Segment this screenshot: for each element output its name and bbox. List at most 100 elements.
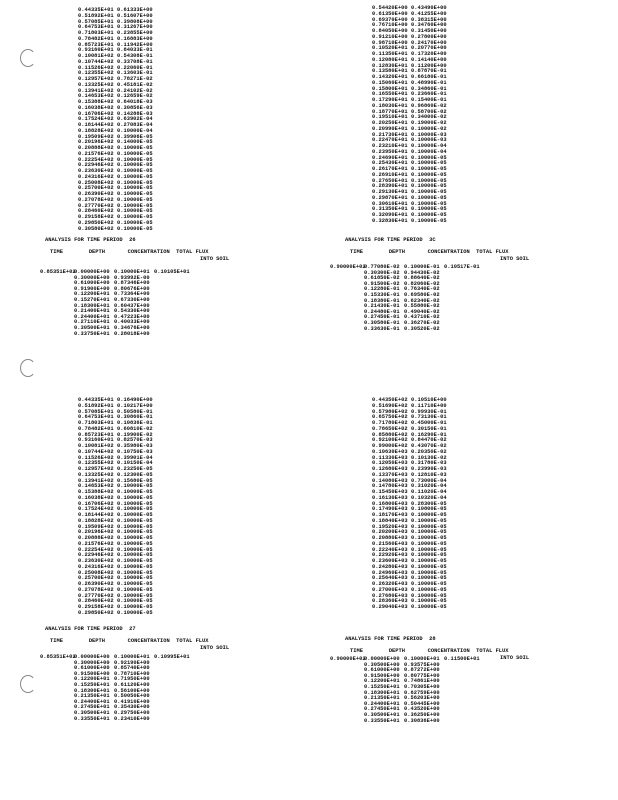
concentration-value: 0.10000E-05	[117, 202, 153, 209]
depth-value: 0.93160E+01	[78, 437, 114, 444]
list-row: 0.98710E+00 0.24170E+00	[372, 40, 447, 47]
depth-value: 0.26390E+02	[78, 581, 114, 587]
list-row: 0.20250E+01 0.19000E-02	[372, 120, 447, 127]
punch-hole	[20, 49, 36, 67]
list-row: 0.19510E+01 0.34000E-02	[372, 114, 447, 121]
depth-value: 0.26170E+01	[372, 166, 408, 172]
list-row: 0.16706E+02 0.14288E-03	[78, 111, 153, 118]
concentration-value: 0.61120E+00	[114, 681, 150, 688]
concentration-value: 0.99930E-01	[411, 408, 447, 415]
table-row: 0.15270E+01 0.67330E+00	[40, 297, 190, 304]
table-row: 0.21430E-01 0.55880E-02	[330, 304, 480, 310]
depth-value: 0.17290E+01	[372, 97, 408, 103]
concentration-value: 0.12300E-05	[117, 471, 153, 478]
concentration-value: 0.88640E-02	[404, 275, 440, 282]
depth-value: 0.24316E+02	[78, 173, 114, 180]
concentration-value: 0.51607E+00	[117, 12, 153, 19]
concentration-value: 0.10000E-05	[117, 179, 153, 186]
concentration-value: 0.10000E-05	[117, 569, 153, 576]
depth-value: 0.20200E+03	[372, 529, 408, 536]
table-row: 0.30580E-01 0.36270E-02	[330, 320, 480, 327]
concentration-value: 0.34676E+00	[114, 324, 150, 331]
concentration-value: 0.50445E+00	[404, 700, 440, 707]
list-row: 0.78482E+01 0.60810E-02	[78, 426, 153, 433]
table-row: 0.21350E+01 0.56203E+00	[330, 696, 480, 702]
list-row: 0.22920E+03 0.10000E-05	[372, 552, 447, 559]
concentration-value: 0.48990E-01	[411, 79, 447, 86]
depth-value: 0.12200E+01	[364, 678, 400, 685]
table-row: 0.61000E+00 0.87272E+00	[330, 668, 480, 674]
depth-value: 0.18144E+02	[78, 122, 114, 128]
table-row: 0.85351E+020.00000E+00 0.10000E+01 0.10995…	[40, 654, 190, 661]
depth-value: 0.24400E+01	[364, 700, 400, 707]
table-row: 0.30500E+01 0.29750E+00	[40, 710, 190, 717]
list-row: 0.29158E+02 0.10000E-05	[78, 214, 153, 221]
list-row: 0.10744E+02 0.33708E-01	[78, 59, 153, 66]
list-row: 0.12680E+03 0.23990E-03	[372, 466, 447, 473]
concentration-value: 0.64018E-03	[117, 99, 153, 105]
concentration-value: 0.45181E-02	[117, 81, 153, 88]
depth-value: 0.18300E+01	[74, 687, 110, 694]
depth-value: 0.26910E+01	[372, 171, 408, 178]
concentration-value: 0.10000E-05	[117, 185, 153, 192]
depth-value: 0.20196E+02	[78, 139, 114, 146]
table-row: 0.30000E+00 0.92190E+00	[40, 660, 190, 667]
concentration-value: 0.10150E-04	[117, 460, 153, 467]
list-row: 0.29158E+02 0.10000E-05	[78, 604, 153, 611]
list-row: 0.25430E+01 0.10000E-05	[372, 160, 447, 167]
depth-value: 0.14780E+03	[372, 483, 408, 490]
list-row: 0.23600E+03 0.10000E-05	[372, 558, 447, 565]
list-row: 0.22946E+02 0.10000E-05	[78, 552, 153, 559]
depth-value: 0.13370E+03	[372, 471, 408, 478]
depth-value: 0.19509E+02	[78, 133, 114, 140]
list-row: 0.16038E+02 0.30856E-03	[78, 105, 153, 112]
concentration-value: 0.10000E-05	[117, 558, 153, 564]
depth-value: 0.13580E+01	[372, 68, 408, 75]
depth-value: 0.18828E+02	[78, 127, 114, 134]
list-row: 0.26390E+02 0.10000E-05	[78, 191, 153, 198]
concentration-value: 0.80775E+00	[404, 672, 440, 679]
list-row: 0.93160E+01 0.84033E-01	[78, 47, 153, 54]
depth-value: 0.61850E-02	[364, 275, 400, 282]
column-headers: TIME DEPTH CONCENTRATION TOTAL FLUX	[350, 249, 509, 255]
table-row: 0.24400E+01 0.41910E+00	[40, 699, 190, 706]
concentration-value: 0.10130E-02	[411, 454, 447, 461]
table-row: 0.18300E+01 0.60437E+00	[40, 302, 190, 310]
depth-value: 0.15450E+03	[372, 489, 408, 495]
list-row: 0.85723E+01 0.11942E+00	[78, 42, 153, 49]
list-row: 0.11350E+01 0.17320E+00	[372, 51, 447, 58]
concentration-value: 0.60437E+00	[114, 302, 150, 309]
list-row: 0.12830E+01 0.11200E+00	[372, 63, 447, 70]
concentration-value: 0.73130E-01	[411, 414, 447, 421]
concentration-value: 0.69580E-02	[404, 291, 440, 298]
list-row: 0.22254E+02 0.10000E-05	[78, 547, 153, 554]
list-row: 0.28360E+03 0.10000E-05	[372, 598, 447, 605]
concentration-value: 0.10000E-04	[411, 143, 447, 149]
depth-value: 0.16130E+03	[372, 494, 408, 501]
depth-value: 0.29870E+01	[372, 194, 408, 201]
concentration-value: 0.10000E-05	[411, 552, 447, 559]
depth-value: 0.20880E+03	[372, 535, 408, 541]
concentration-value: 0.62340E-02	[404, 297, 440, 304]
concentration-value: 0.10000E-03	[411, 137, 447, 144]
depth-value: 0.00000E+00	[74, 269, 110, 275]
list-row: 0.10081E+02 0.35980E-03	[78, 443, 153, 450]
depth-value: 0.93160E+01	[78, 47, 114, 54]
concentration-value: 0.10800E-05	[411, 506, 447, 513]
list-row: 0.23210E+01 0.10000E-04	[372, 143, 447, 150]
list-row: 0.11526E+02 0.39901E-04	[78, 455, 153, 462]
concentration-value: 0.78271E-02	[117, 76, 153, 82]
list-row: 0.29850E+02 0.10000E-05	[78, 609, 153, 617]
concentration-value: 0.50580E-01	[117, 408, 153, 415]
concentration-value: 0.16490E+00	[117, 397, 153, 403]
list-row: 0.71780E+02 0.45000E-01	[372, 420, 447, 427]
depth-value: 0.30500E+01	[364, 711, 400, 718]
concentration-value: 0.11020E-04	[411, 489, 447, 495]
depth-value: 0.16038E+02	[78, 494, 114, 501]
list-row: 0.28460E+02 0.10000E-05	[78, 208, 153, 215]
depth-value: 0.29850E+02	[78, 609, 114, 616]
depth-value: 0.61000E+00	[364, 667, 400, 674]
depth-value: 0.27450E-01	[364, 314, 400, 321]
depth-value: 0.33750E+01	[74, 330, 110, 337]
depth-value: 0.16800E+03	[372, 500, 408, 507]
